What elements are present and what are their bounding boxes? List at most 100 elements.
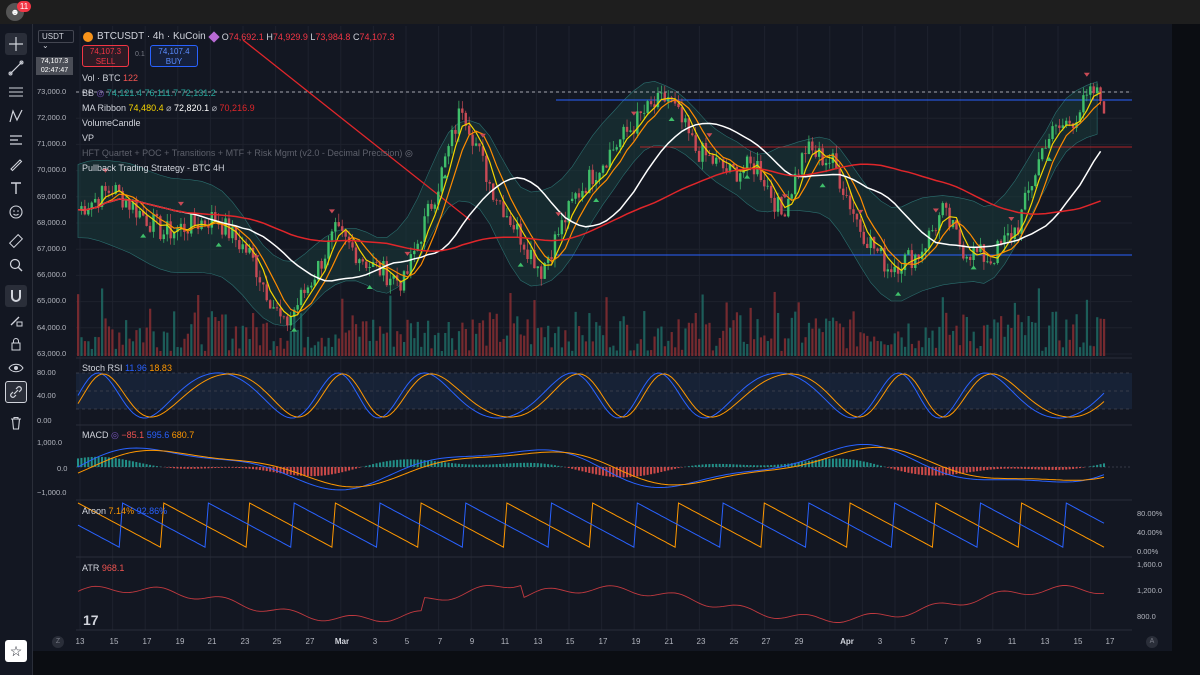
candle-body <box>258 277 262 283</box>
volume-bar <box>402 342 406 356</box>
volume-bar <box>372 319 375 356</box>
trash-icon[interactable] <box>5 412 27 434</box>
legend-vp[interactable]: VP <box>82 133 94 143</box>
auto-scale-button[interactable]: A <box>1146 636 1158 648</box>
macd-histogram-bar <box>574 467 577 470</box>
volume-bar <box>632 350 636 356</box>
ruler-icon[interactable] <box>5 230 27 252</box>
macd-histogram-bar <box>310 467 313 477</box>
volume-bar <box>626 324 629 356</box>
zoom-icon[interactable] <box>5 254 27 276</box>
volume-bar <box>828 320 831 356</box>
bb-label: BB <box>82 88 95 98</box>
legend-pullback[interactable]: Pullback Trading Strategy - BTC 4H <box>82 163 225 173</box>
close-label: C <box>352 31 360 42</box>
link-icon[interactable] <box>5 381 27 403</box>
legend-ma-ribbon[interactable]: MA Ribbon 74,480.4 ⌀ 72,820.1 ⌀ 70,216.9 <box>82 103 255 114</box>
volume-bar <box>948 334 951 356</box>
brush-icon[interactable] <box>5 153 27 175</box>
date-axis-label: 13 <box>1040 637 1050 646</box>
currency-select[interactable]: USDT ⌄ <box>38 30 74 50</box>
volume-bar <box>1103 318 1106 356</box>
volume-bar <box>351 315 354 356</box>
macd-histogram-bar <box>454 463 457 467</box>
magnet-icon[interactable] <box>5 285 27 307</box>
buy-signal-triangle <box>140 233 147 238</box>
volume-bar <box>1020 322 1023 356</box>
measure-icon[interactable] <box>5 129 27 151</box>
fib-icon[interactable] <box>5 81 27 103</box>
volume-bar <box>1048 325 1051 356</box>
candle-body <box>1020 209 1023 234</box>
price-axis-label: 65,000.0 <box>37 296 67 305</box>
candle-body <box>574 193 577 199</box>
legend-hft[interactable]: HFT Quartet + POC + Transitions + MTF + … <box>82 148 413 158</box>
candle-body <box>601 165 605 173</box>
buy-button[interactable]: 74,107.4 BUY <box>150 45 198 67</box>
ema-slow-line <box>77 99 1101 314</box>
tradingview-logo[interactable]: 17 <box>83 612 99 628</box>
macd-histogram-bar <box>444 462 447 467</box>
candle-body <box>896 266 900 274</box>
volume-bar <box>752 339 756 356</box>
lock-icon[interactable] <box>5 333 27 355</box>
macd-histogram-bar <box>921 467 924 475</box>
stoch-axis-40: 40.00 <box>37 391 56 400</box>
candle-body <box>1085 94 1089 96</box>
volume-bar <box>457 331 461 356</box>
macd-histogram-bar <box>533 462 536 467</box>
macd-histogram-bar <box>876 464 879 467</box>
candle-body <box>1092 86 1095 94</box>
trendline-icon[interactable] <box>5 57 27 79</box>
candle-body <box>924 248 927 252</box>
text-icon[interactable] <box>5 177 27 199</box>
candle-body <box>962 244 965 259</box>
legend-bb[interactable]: BB ◎ 74,121.4 76,111.7 72,131.2 <box>82 88 216 98</box>
date-axis-label: 11 <box>500 637 510 646</box>
legend-volume-candle[interactable]: VolumeCandle <box>82 118 141 128</box>
emoji-icon[interactable] <box>5 201 27 223</box>
legend-stoch-rsi[interactable]: Stoch RSI 11.96 18.83 <box>82 363 172 373</box>
symbol-header[interactable]: BTCUSDT · 4h · KuCoin O74,692.1 H74,929.… <box>83 30 395 43</box>
legend-macd[interactable]: MACD ◎ −85.1 595.6 680.7 <box>82 430 195 440</box>
candle-body <box>214 212 217 221</box>
macd-histogram-bar <box>430 460 433 467</box>
legend-vol[interactable]: Vol · BTC 122 <box>82 73 138 83</box>
sell-button[interactable]: 74,107.3 SELL <box>82 45 129 67</box>
volume-bar <box>269 350 272 356</box>
volume-bar <box>619 321 622 356</box>
volume-bar <box>238 348 241 356</box>
macd-histogram-bar <box>547 464 550 467</box>
goto-start-button[interactable]: Z <box>52 636 64 648</box>
candle-body <box>776 196 780 212</box>
macd-histogram-bar <box>656 467 659 473</box>
macd-histogram-bar <box>550 464 553 467</box>
macd-histogram-bar <box>698 464 701 467</box>
candle-body <box>872 236 876 249</box>
bottom-margin <box>33 651 1172 675</box>
volume-bar <box>550 347 553 356</box>
candle-body <box>721 159 725 169</box>
volume-bar <box>306 336 310 356</box>
date-axis-label: 5 <box>404 637 410 646</box>
legend-atr[interactable]: ATR 968.1 <box>82 563 124 573</box>
legend-aroon[interactable]: Aroon 7.14% 92.86% <box>82 506 167 516</box>
lock-draw-icon[interactable] <box>5 309 27 331</box>
star-icon[interactable]: ☆ <box>5 640 27 662</box>
right-margin <box>1172 24 1200 675</box>
candle-body <box>862 231 865 244</box>
eye-icon[interactable] <box>5 357 27 379</box>
volume-bar <box>996 322 999 356</box>
flag-icon[interactable] <box>208 30 220 43</box>
volume-bar <box>1082 342 1085 356</box>
crosshair-icon[interactable] <box>5 33 27 55</box>
macd-histogram-bar <box>979 467 982 471</box>
candle-body <box>162 234 165 240</box>
candle-body <box>763 180 766 187</box>
pattern-icon[interactable] <box>5 105 27 127</box>
candle-body <box>426 203 430 217</box>
macd-histogram-bar <box>567 467 570 468</box>
volume-bar <box>197 295 200 356</box>
ma-red-line <box>77 163 1101 252</box>
